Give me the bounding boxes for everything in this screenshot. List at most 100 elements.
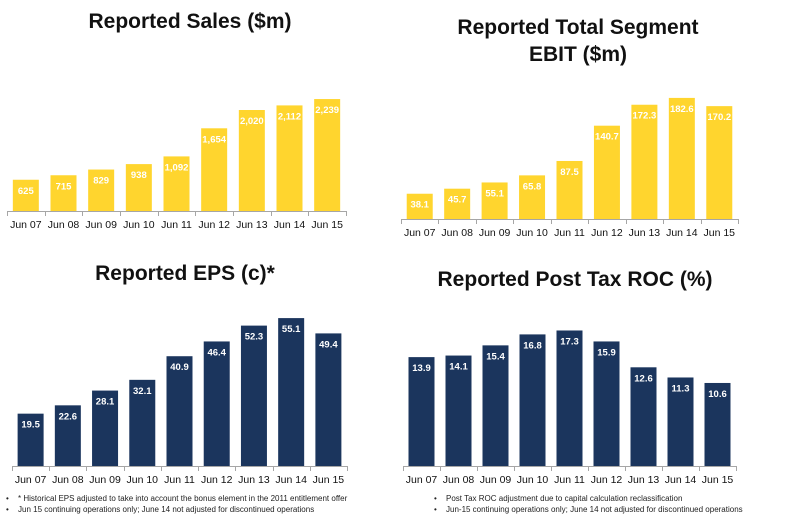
eps-bar-chart-bar-jun-12 (203, 341, 230, 466)
ebit-bar-chart-category-label: Jun 10 (516, 227, 548, 239)
eps-footnote-2-text: Jun 15 continuing operations only; June … (18, 505, 315, 514)
ebit-title-line-2: EBIT ($m) (528, 43, 627, 66)
roc-bar-chart-category-label: Jun 07 (406, 474, 438, 486)
sales-bar-chart-category-label: Jun 11 (161, 219, 192, 231)
eps-bar-chart-category-label: Jun 08 (52, 474, 84, 486)
roc-bar-chart-category-label: Jun 08 (443, 474, 475, 486)
eps-bar-chart-bar-jun-15 (315, 333, 342, 466)
roc-bar-chart-bar-jun-12 (593, 341, 620, 466)
ebit-bar-chart-bar-jun-15 (706, 106, 733, 219)
eps-chart-title: Reported EPS (c)* (95, 262, 275, 285)
ebit-bar-chart-value-label: 170.2 (707, 112, 731, 123)
sales-bar-chart-value-label: 2,020 (240, 116, 264, 127)
sales-bar-chart-value-label: 829 (93, 176, 109, 187)
sales-bar-chart-value-label: 2,112 (278, 111, 301, 122)
ebit-bar-chart-value-label: 38.1 (410, 200, 429, 211)
ebit-bar-chart-category-label: Jun 15 (704, 227, 736, 239)
roc-bar-chart-value-label: 11.3 (672, 383, 690, 394)
sales-bar-chart-category-label: Jun 14 (274, 219, 306, 231)
ebit-bar-chart-value-label: 140.7 (595, 132, 619, 143)
eps-bar-chart-bar-jun-07 (17, 413, 44, 466)
roc-bar-chart-value-label: 14.1 (449, 362, 468, 373)
sales-bar-chart-bar-jun-12 (201, 128, 228, 211)
roc-bar-chart-bar-jun-11 (556, 330, 583, 466)
eps-bar-chart-category-label: Jun 10 (127, 474, 159, 486)
sales-bar-chart-category-label: Jun 09 (85, 219, 117, 231)
ebit-bar-chart-category-label: Jun 12 (591, 227, 623, 239)
ebit-bar-chart-bar-jun-11 (556, 160, 583, 219)
sales-bar-chart-category-label: Jun 13 (236, 219, 268, 231)
roc-bar-chart-category-label: Jun 12 (591, 474, 623, 486)
eps-footnote-2: • Jun 15 continuing operations only; June… (6, 504, 314, 515)
roc-bar-chart-value-label: 16.8 (523, 340, 542, 351)
ebit-bar-chart-category-label: Jun 11 (554, 227, 585, 239)
ebit-bar-chart-value-label: 182.6 (670, 104, 694, 115)
eps-bar-chart-value-label: 28.1 (96, 397, 115, 408)
sales-chart-title: Reported Sales ($m) (88, 10, 292, 33)
roc-bar-chart-category-label: Jun 13 (628, 474, 660, 486)
sales-bar-chart-bar-jun-15 (314, 99, 341, 211)
ebit-bar-chart-value-label: 87.5 (560, 167, 579, 178)
roc-bar-chart-bar-jun-07 (408, 357, 435, 466)
eps-bar-chart-value-label: 40.9 (170, 362, 189, 373)
sales-bar-chart-bar-jun-10 (125, 164, 152, 211)
ebit-bar-chart-bar-jun-08 (444, 188, 471, 219)
roc-chart-title: Reported Post Tax ROC (%) (437, 268, 713, 291)
ebit-bar-chart-value-label: 55.1 (485, 188, 504, 199)
ebit-bar-chart-value-label: 65.8 (523, 181, 542, 192)
bullet-icon: • (434, 505, 437, 514)
eps-bar-chart-category-label: Jun 11 (164, 474, 195, 486)
roc-footnote-2: • Jun-15 continuing operations only; June… (434, 504, 743, 515)
eps-bar-chart-bar-jun-11 (166, 356, 193, 466)
sales-bar-chart-value-label: 938 (131, 170, 147, 181)
ebit-title-line-1: Reported Total Segment (457, 16, 699, 39)
ebit-bar-chart-category-label: Jun 13 (629, 227, 661, 239)
ebit-bar-chart-bar-jun-10 (519, 175, 546, 219)
sales-bar-chart-bar-jun-08 (50, 175, 77, 211)
ebit-bar-chart-value-label: 45.7 (448, 195, 467, 206)
roc-bar-chart-value-label: 13.9 (412, 363, 431, 374)
ebit-bar-chart-category-label: Jun 14 (666, 227, 698, 239)
sales-bar-chart-category-label: Jun 07 (10, 219, 42, 231)
eps-footnote-1-text: * Historical EPS adjusted to take into a… (18, 494, 348, 503)
eps-bar-chart-value-label: 22.6 (59, 411, 78, 422)
eps-bar-chart-bar-jun-13 (240, 325, 267, 466)
bullet-icon: • (6, 494, 9, 503)
roc-bar-chart-category-label: Jun 15 (702, 474, 734, 486)
sales-bar-chart-value-label: 2,239 (315, 105, 339, 116)
sales-bar-chart-category-label: Jun 08 (48, 219, 80, 231)
sales-bar-chart-value-label: 1,092 (165, 162, 189, 173)
ebit-chart-title: Reported Total Segment EBIT ($m) (418, 14, 738, 68)
roc-bar-chart-value-label: 10.6 (708, 389, 727, 400)
sales-bar-chart-bar-jun-09 (88, 169, 115, 211)
roc-footnote-1-text: Post Tax ROC adjustment due to capital c… (446, 494, 683, 503)
eps-bar-chart-value-label: 55.1 (282, 324, 301, 335)
eps-bar-chart-value-label: 19.5 (21, 420, 40, 431)
sales-bar-chart-value-label: 1,654 (202, 134, 226, 145)
roc-bar-chart-bar-jun-15 (704, 382, 731, 466)
eps-bar-chart-category-label: Jun 13 (238, 474, 270, 486)
ebit-bar-chart-bar-jun-09 (481, 182, 508, 219)
roc-bar-chart-bar-jun-14 (667, 377, 694, 466)
eps-bar-chart-value-label: 46.4 (207, 347, 226, 358)
eps-bar-chart-bar-jun-10 (129, 379, 156, 466)
ebit-bar-chart-bar-jun-13 (631, 104, 658, 219)
eps-bar-chart-category-label: Jun 09 (89, 474, 121, 486)
roc-bar-chart-bar-jun-09 (482, 345, 509, 466)
roc-bar-chart-category-label: Jun 09 (480, 474, 512, 486)
eps-bar-chart-value-label: 32.1 (133, 386, 152, 397)
sales-bar-chart-bar-jun-14 (276, 105, 303, 211)
roc-bar-chart-category-label: Jun 14 (665, 474, 697, 486)
ebit-bar-chart-category-label: Jun 09 (479, 227, 511, 239)
roc-bar-chart-value-label: 15.4 (486, 351, 505, 362)
sales-bar-chart-value-label: 625 (18, 186, 35, 197)
ebit-bar-chart-bar-jun-12 (593, 125, 620, 219)
sales-bar-chart-category-label: Jun 12 (198, 219, 230, 231)
eps-bar-chart-category-label: Jun 07 (15, 474, 47, 486)
roc-bar-chart-value-label: 15.9 (597, 347, 616, 358)
sales-bar-chart-category-label: Jun 10 (123, 219, 155, 231)
